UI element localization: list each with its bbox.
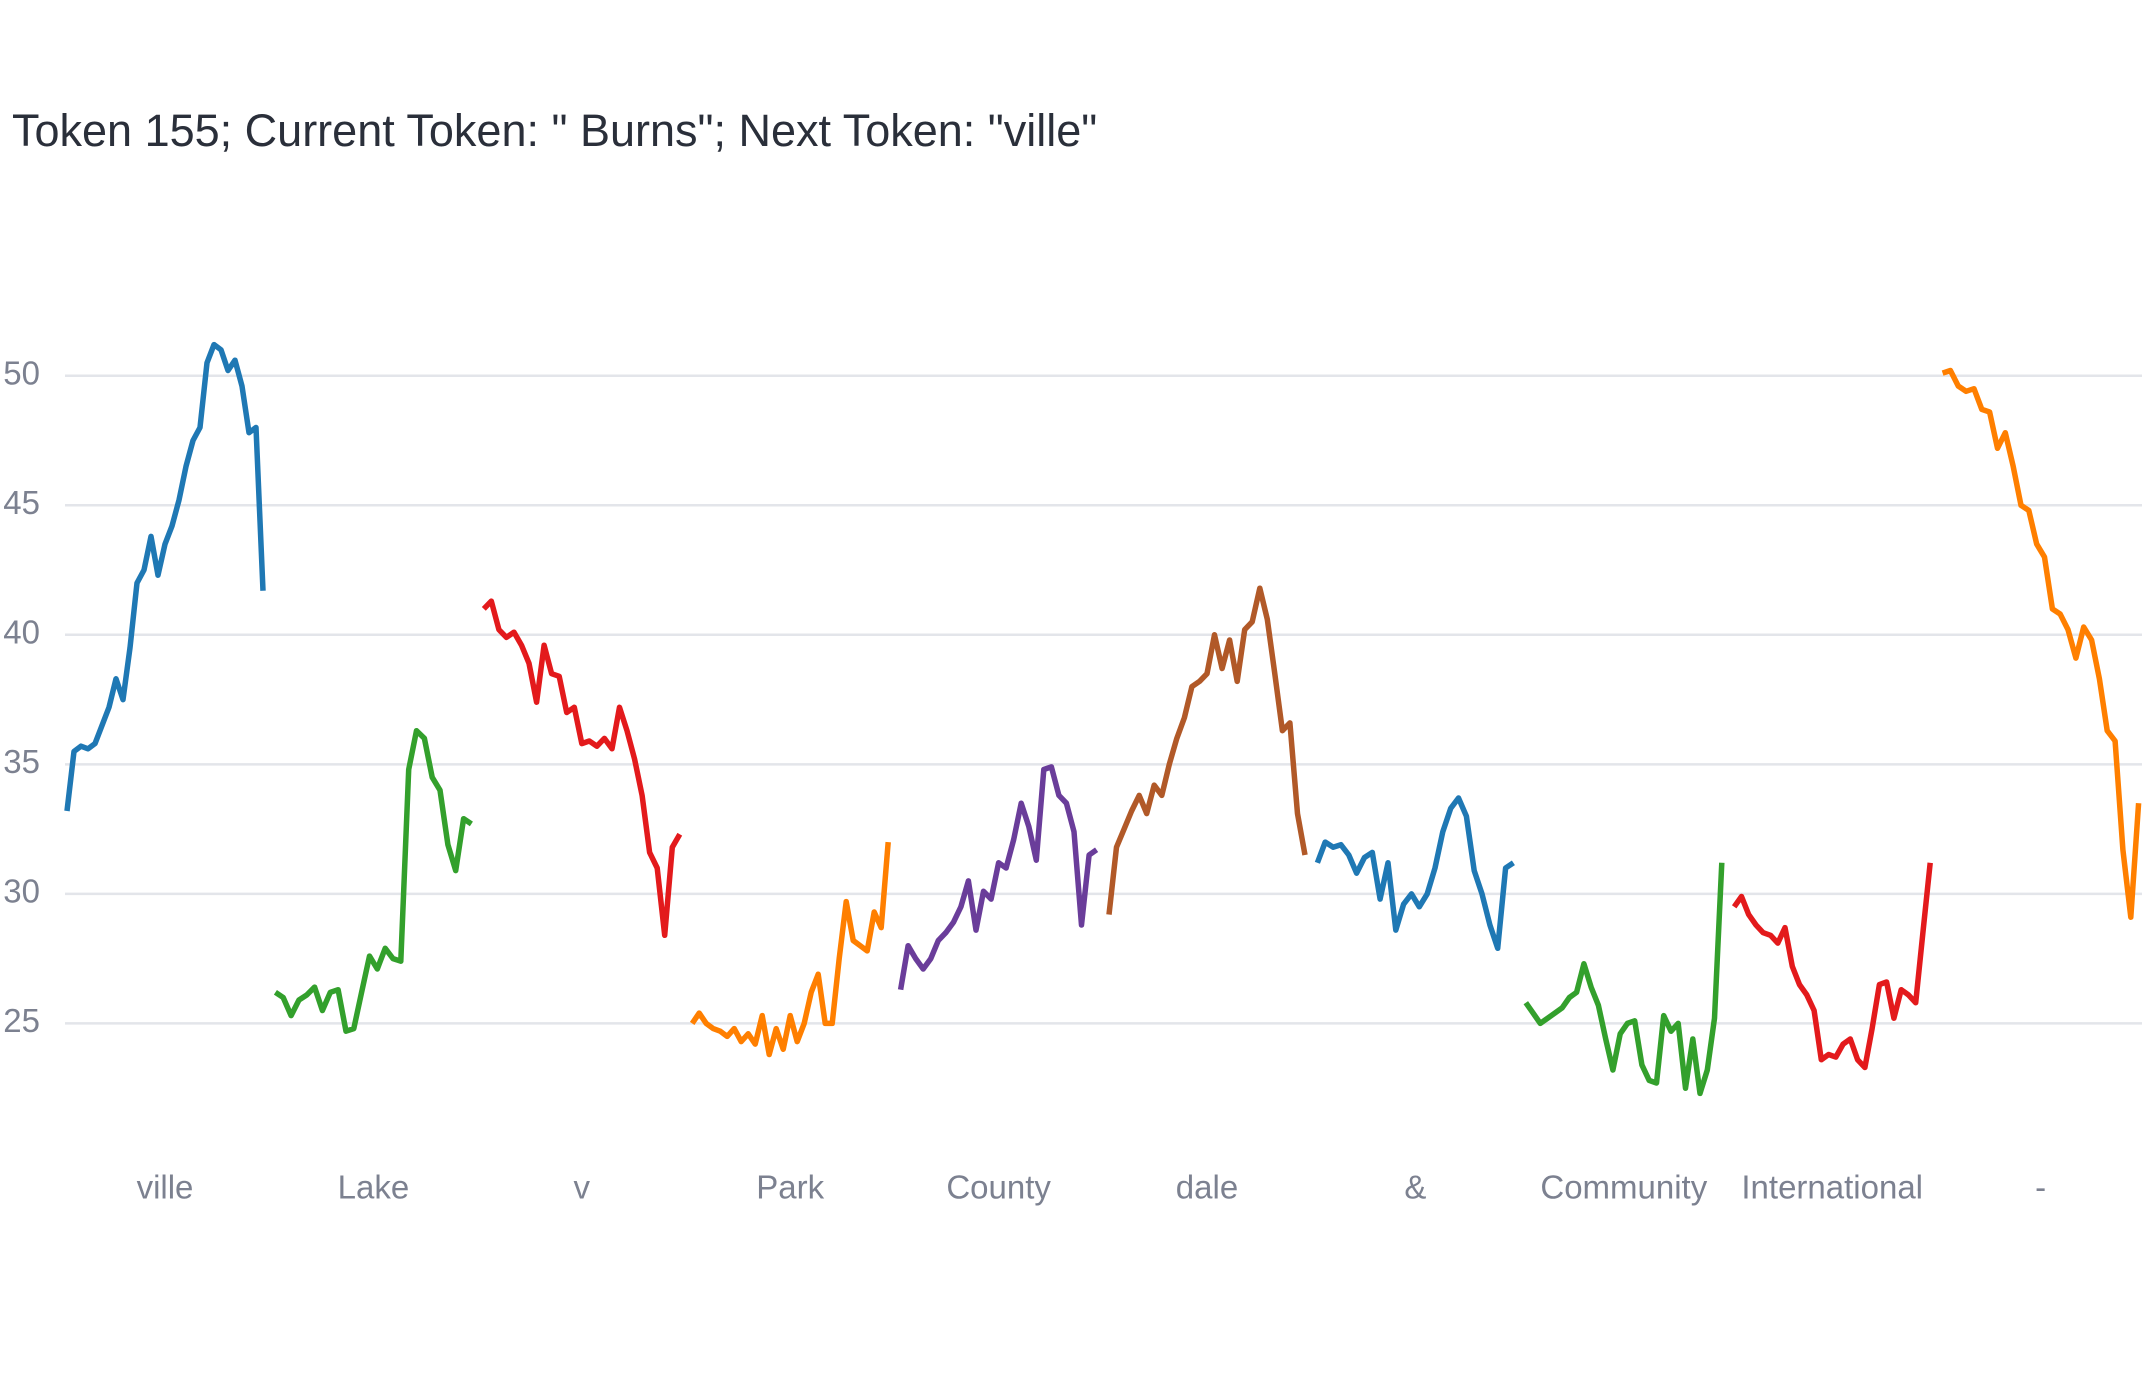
x-tick-label: dale (1176, 1169, 1238, 1206)
series-line (1314, 795, 1515, 952)
y-tick-label: 40 (3, 614, 40, 651)
x-tick-label: & (1404, 1169, 1426, 1206)
series-line (481, 598, 683, 939)
x-tick-label: - (2035, 1169, 2046, 1206)
series-line (273, 727, 473, 1034)
series-line (1106, 585, 1308, 915)
x-tick-label: v (574, 1169, 591, 1206)
series-line (689, 841, 891, 1058)
series-line (897, 764, 1099, 991)
x-tick-label: Park (756, 1169, 824, 1206)
y-tick-label: 25 (3, 1002, 40, 1039)
grid (65, 374, 2142, 1025)
x-tick-label: Community (1540, 1169, 1707, 1206)
series-line (1731, 862, 1933, 1071)
y-tick-label: 45 (3, 484, 40, 521)
series-line (64, 341, 266, 812)
series-line (1941, 367, 2142, 920)
y-tick-label: 35 (3, 743, 40, 780)
x-tick-label: Lake (338, 1169, 410, 1206)
x-tick-label: International (1741, 1169, 1923, 1206)
x-tick-label: County (946, 1169, 1051, 1206)
y-tick-label: 50 (3, 354, 40, 391)
chart-title: Token 155; Current Token: " Burns"; Next… (12, 105, 1097, 156)
y-tick-label: 30 (3, 873, 40, 910)
x-tick-label: ville (137, 1169, 194, 1206)
series-line (1523, 862, 1725, 1097)
